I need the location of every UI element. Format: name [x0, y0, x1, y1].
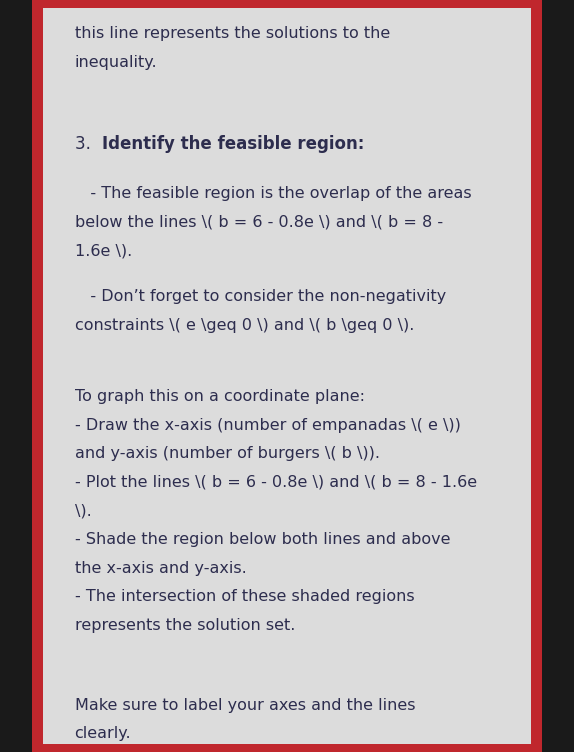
- Text: - Don’t forget to consider the non-negativity: - Don’t forget to consider the non-negat…: [75, 290, 446, 305]
- Text: below the lines \( b = 6 - 0.8e \) and \( b = 8 -: below the lines \( b = 6 - 0.8e \) and \…: [75, 215, 443, 230]
- Text: constraints \( e \geq 0 \) and \( b \geq 0 \).: constraints \( e \geq 0 \) and \( b \geq…: [75, 318, 414, 333]
- Text: To graph this on a coordinate plane:: To graph this on a coordinate plane:: [75, 390, 364, 405]
- Text: - Draw the x-axis (number of empanadas \( e \)): - Draw the x-axis (number of empanadas \…: [75, 418, 460, 433]
- Text: - The feasible region is the overlap of the areas: - The feasible region is the overlap of …: [75, 186, 471, 202]
- Text: - Shade the region below both lines and above: - Shade the region below both lines and …: [75, 532, 450, 547]
- Text: represents the solution set.: represents the solution set.: [75, 618, 295, 633]
- Text: inequality.: inequality.: [75, 55, 157, 70]
- Text: \).: \).: [75, 504, 91, 519]
- Text: 3.: 3.: [75, 135, 96, 153]
- Text: 1.6e \).: 1.6e \).: [75, 244, 132, 259]
- Text: - Plot the lines \( b = 6 - 0.8e \) and \( b = 8 - 1.6e: - Plot the lines \( b = 6 - 0.8e \) and …: [75, 475, 477, 490]
- Text: and y-axis (number of burgers \( b \)).: and y-axis (number of burgers \( b \)).: [75, 447, 379, 462]
- Text: clearly.: clearly.: [75, 726, 131, 741]
- FancyBboxPatch shape: [542, 0, 574, 752]
- Text: - The intersection of these shaded regions: - The intersection of these shaded regio…: [75, 590, 414, 605]
- Text: Identify the feasible region:: Identify the feasible region:: [102, 135, 364, 153]
- FancyBboxPatch shape: [0, 0, 32, 752]
- Text: the x-axis and y-axis.: the x-axis and y-axis.: [75, 561, 246, 576]
- FancyBboxPatch shape: [43, 8, 531, 744]
- Text: Make sure to label your axes and the lines: Make sure to label your axes and the lin…: [75, 698, 415, 713]
- Text: this line represents the solutions to the: this line represents the solutions to th…: [75, 26, 390, 41]
